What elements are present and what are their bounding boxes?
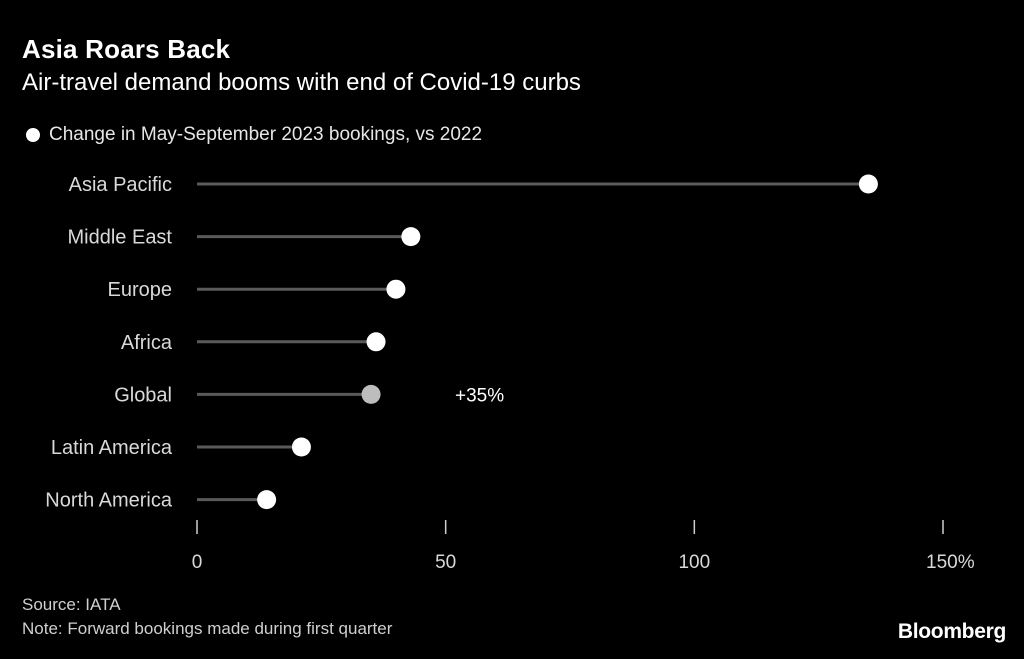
x-tick-label-0: 0	[192, 552, 203, 573]
category-label-asia-pacific: Asia Pacific	[69, 174, 172, 196]
source-note: Source: IATA	[22, 595, 121, 614]
x-tick-label-50: 50	[435, 552, 456, 573]
category-label-global: Global	[114, 384, 172, 406]
dot-global	[361, 384, 381, 404]
legend-label: Change in May-September 2023 bookings, v…	[49, 124, 483, 145]
dot-europe	[386, 279, 406, 299]
footnote: Note: Forward bookings made during first…	[22, 619, 393, 638]
chart-subtitle: Air-travel demand booms with end of Covi…	[22, 69, 581, 96]
category-label-europe: Europe	[108, 279, 173, 301]
dot-asia-pacific	[858, 174, 878, 194]
category-label-north-america: North America	[45, 490, 173, 512]
category-label-middle-east: Middle East	[68, 227, 173, 249]
dot-north-america	[257, 490, 277, 510]
dot-latin-america	[291, 437, 311, 457]
x-tick-label-100: 100	[678, 552, 710, 573]
annotation-global: +35%	[455, 385, 504, 406]
dot-africa	[366, 332, 386, 352]
category-label-africa: Africa	[121, 332, 173, 354]
dot-middle-east	[401, 227, 421, 247]
chart-title: Asia Roars Back	[22, 34, 231, 64]
legend-dot-icon	[26, 128, 40, 142]
category-label-latin-america: Latin America	[51, 437, 173, 459]
bloomberg-logo: Bloomberg	[897, 620, 1006, 643]
x-tick-label-150: 150%	[926, 552, 975, 573]
legend: Change in May-September 2023 bookings, v…	[26, 124, 482, 146]
